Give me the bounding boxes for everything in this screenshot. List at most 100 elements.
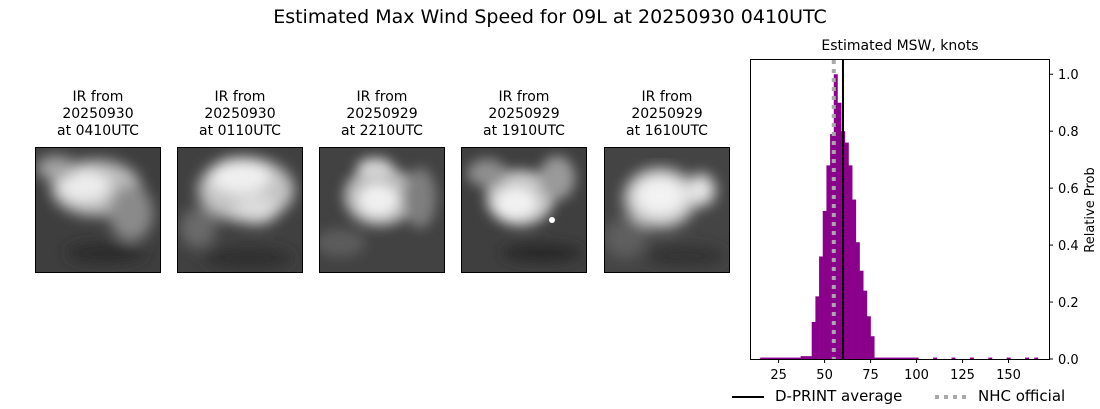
ir-caption: IR from 20250929 at 1610UTC <box>604 89 730 140</box>
histogram-bar <box>767 357 772 359</box>
histogram-bar <box>969 357 974 359</box>
x-axis: 25 50 75 100 125 150 <box>770 359 1021 383</box>
histogram-bar <box>951 357 956 359</box>
ir-caption-line1: IR from <box>72 89 124 105</box>
ir-caption-date: 20250929 <box>631 106 703 122</box>
histogram-bar <box>771 357 776 359</box>
y-tick-label: 0.6 <box>1058 182 1079 197</box>
x-tick-label: 50 <box>816 368 833 383</box>
histogram-bar <box>796 357 801 359</box>
histogram-bar <box>785 357 790 359</box>
histogram-bar <box>988 357 993 359</box>
histogram-bar <box>822 210 827 359</box>
legend-dprint-label: D-PRINT average <box>775 387 903 405</box>
ir-panel-2: IR from 20250930 at 0110UTC <box>177 89 303 273</box>
histogram-bar <box>896 357 901 359</box>
histogram-bar <box>852 199 857 359</box>
histogram-bar <box>903 357 908 359</box>
histogram-bar <box>870 336 875 359</box>
histogram-bar <box>933 357 938 359</box>
ir-caption-date: 20250929 <box>346 106 418 122</box>
ir-caption-time: at 1610UTC <box>626 123 708 139</box>
y-tick-label: 0.2 <box>1058 296 1079 311</box>
ir-panel-4: IR from 20250929 at 1910UTC <box>461 89 587 273</box>
histogram-bar <box>911 357 916 359</box>
ir-caption-line1: IR from <box>356 89 408 105</box>
ir-panel-3: IR from 20250929 at 2210UTC <box>319 89 445 273</box>
figure-title: Estimated Max Wind Speed for 09L at 2025… <box>273 6 827 28</box>
histogram-bar <box>914 357 919 359</box>
y-axis-label: Relative Prob <box>1083 167 1098 252</box>
y-tick-label: 0.0 <box>1058 353 1079 368</box>
histogram-bar <box>848 165 853 359</box>
histogram-bar <box>782 357 787 359</box>
ir-panel-5: IR from 20250929 at 1610UTC <box>604 89 730 273</box>
plot-frame <box>750 59 1050 360</box>
histogram-bar <box>1034 357 1039 359</box>
histogram-bar <box>830 134 835 359</box>
histogram-bar <box>1025 357 1030 359</box>
y-axis: 0.0 0.2 0.4 0.6 0.8 1.0 <box>1049 68 1079 368</box>
x-tick-label: 25 <box>770 368 787 383</box>
ir-caption-line1: IR from <box>641 89 693 105</box>
ir-caption-date: 20250930 <box>62 106 134 122</box>
histogram-bar <box>760 357 765 359</box>
histogram-bar <box>888 357 893 359</box>
ir-caption: IR from 20250929 at 2210UTC <box>319 89 445 140</box>
histogram-bar <box>800 356 805 359</box>
y-tick-label: 0.4 <box>1058 239 1079 254</box>
ir-caption-time: at 1910UTC <box>483 123 565 139</box>
x-tick-label: 100 <box>904 368 929 383</box>
ir-caption-time: at 0110UTC <box>199 123 281 139</box>
histogram-bar <box>859 270 864 359</box>
ir-caption: IR from 20250929 at 1910UTC <box>461 89 587 140</box>
histogram-bar <box>874 357 879 359</box>
ir-caption-line1: IR from <box>498 89 550 105</box>
histogram-bar <box>1006 357 1011 359</box>
histogram-bar <box>892 357 897 359</box>
ir-satellite-image <box>35 147 161 273</box>
histogram-bar <box>763 357 768 359</box>
ir-caption: IR from 20250930 at 0410UTC <box>35 89 161 140</box>
ir-satellite-image <box>319 147 445 273</box>
histogram-bar <box>815 296 820 359</box>
histogram-bar <box>793 357 798 359</box>
histogram-bar <box>819 256 824 359</box>
histogram-bar <box>774 357 779 359</box>
x-tick-label: 75 <box>862 368 879 383</box>
histogram-bar <box>778 357 783 359</box>
histogram-bar <box>826 165 831 359</box>
y-tick-label: 1.0 <box>1058 68 1079 83</box>
histogram-bars <box>760 74 1039 359</box>
ir-satellite-image <box>177 147 303 273</box>
x-tick-label: 150 <box>996 368 1021 383</box>
histogram-bar <box>808 356 813 359</box>
histogram-bar <box>837 102 842 359</box>
legend-nhc-label: NHC official <box>978 387 1066 405</box>
chart-title: Estimated MSW, knots <box>821 38 978 54</box>
histogram-bar <box>804 356 809 359</box>
ir-caption-line1: IR from <box>214 89 266 105</box>
histogram-bar <box>881 357 886 359</box>
ir-caption-time: at 2210UTC <box>341 123 423 139</box>
histogram-bar <box>789 357 794 359</box>
histogram-bar <box>907 357 912 359</box>
histogram-bar <box>855 242 860 359</box>
histogram-bar <box>900 357 904 359</box>
ir-caption-date: 20250930 <box>204 106 276 122</box>
ir-satellite-image <box>604 147 730 273</box>
ir-satellite-image <box>461 147 587 273</box>
histogram-bar <box>844 142 849 359</box>
ir-caption-date: 20250929 <box>488 106 560 122</box>
y-tick-label: 0.8 <box>1058 125 1079 140</box>
histogram-bar <box>877 357 882 359</box>
ir-caption-time: at 0410UTC <box>57 123 139 139</box>
histogram-bar <box>885 357 890 359</box>
histogram-bar <box>811 321 816 359</box>
histogram-bar <box>866 316 871 359</box>
ir-panel-1: IR from 20250930 at 0410UTC <box>35 89 161 273</box>
histogram-bar <box>863 290 868 359</box>
ir-caption: IR from 20250930 at 0110UTC <box>177 89 303 140</box>
x-tick-label: 125 <box>950 368 975 383</box>
